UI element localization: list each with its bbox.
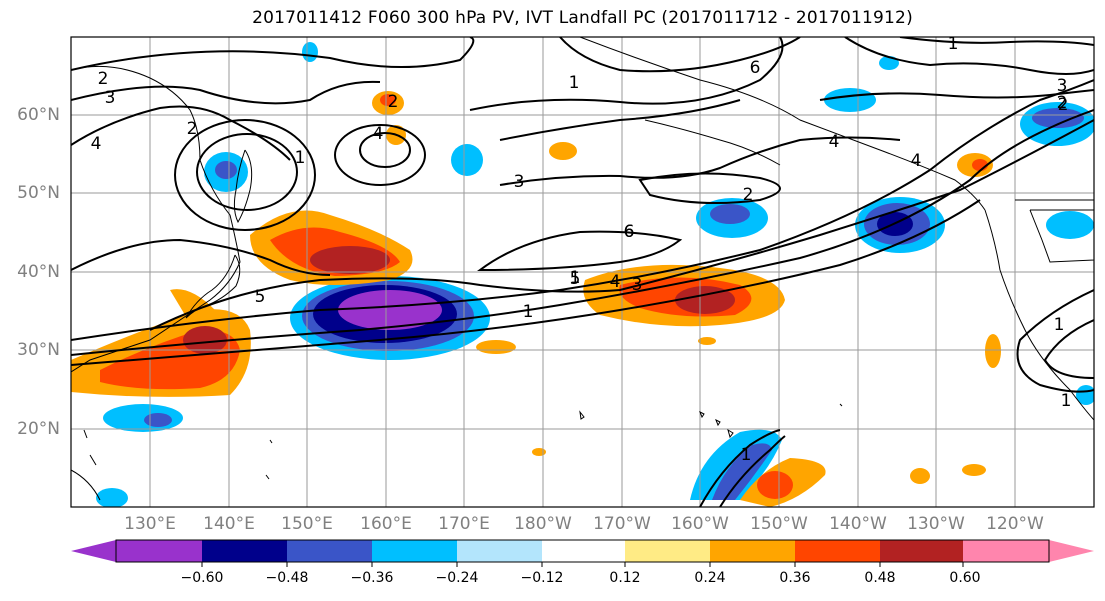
lon-label: 160°W: [671, 514, 729, 534]
colorbar-segment: [116, 540, 202, 562]
contour-label: 5: [255, 287, 266, 307]
colorbar-tick-label: −0.48: [265, 570, 309, 586]
colorbar-tick-label: −0.12: [520, 570, 564, 586]
lat-label: 30°N: [17, 340, 60, 360]
colorbar-tick-label: −0.36: [350, 570, 394, 586]
lon-label: 120°W: [986, 514, 1044, 534]
neg-anomaly-core: [338, 290, 442, 330]
graticule: [71, 37, 1094, 507]
ivt-contours: [71, 37, 1094, 507]
contour-label: 6: [624, 222, 635, 242]
lat-label: 50°N: [17, 183, 60, 203]
lon-label: 170°E: [438, 514, 490, 534]
lon-label: 180°W: [514, 514, 572, 534]
contour-label: 3: [1057, 76, 1068, 96]
colorbar-segment: [710, 540, 795, 562]
colorbar-segment: [287, 540, 372, 562]
contour-label: 2: [1057, 93, 1068, 113]
contour-label: 2: [388, 92, 399, 112]
colorbar: [71, 539, 1094, 567]
colorbar-tick-label: 0.12: [609, 570, 641, 586]
lon-label: 150°E: [281, 514, 333, 534]
colorbar-tick-label: 0.36: [779, 570, 811, 586]
colorbar-tick-label: 0.48: [864, 570, 896, 586]
contour-label: 1: [1054, 315, 1065, 335]
contour-label: 2: [1058, 95, 1069, 115]
colorbar-segment: [795, 540, 880, 562]
map-frame: [70, 36, 1095, 508]
colorbar-segment: [202, 540, 287, 562]
colorbar-tick-label: −0.60: [180, 570, 224, 586]
lon-label: 140°W: [829, 514, 887, 534]
colorbar-left-arrow: [71, 540, 116, 562]
contour-label: 1: [948, 34, 959, 54]
contour-label: 2: [98, 69, 109, 89]
lat-label: 40°N: [17, 262, 60, 282]
contour-label: 3: [632, 275, 643, 295]
lon-label: 130°W: [907, 514, 965, 534]
lon-label: 170°W: [593, 514, 651, 534]
lat-label: 20°N: [17, 419, 60, 439]
contour-label: 2: [743, 185, 754, 205]
contour-label: 6: [624, 222, 635, 242]
contour-label: 4: [829, 132, 840, 152]
lon-label: 140°E: [203, 514, 255, 534]
contour-label: 5: [570, 269, 581, 289]
contour-label: 1: [523, 302, 534, 322]
contour-label: 1: [1061, 391, 1072, 411]
contour-label: 3: [514, 172, 525, 192]
colorbar-segment: [542, 540, 625, 562]
contour-label: 4: [373, 124, 384, 144]
lon-label: 150°W: [750, 514, 808, 534]
lon-label: 160°E: [360, 514, 412, 534]
contour-labels: 2 3 4 2 1 4 2 1 6 1 3 2 4 6 2 3 2 4 1 5 …: [91, 34, 1072, 465]
colorbar-segment: [963, 540, 1049, 562]
contour-label: 1: [569, 73, 580, 93]
colorbar-segment: [880, 540, 963, 562]
page-title: 2017011412 F060 300 hPa PV, IVT Landfall…: [252, 8, 913, 28]
lat-label: 60°N: [17, 105, 60, 125]
colorbar-tick-label: −0.24: [435, 570, 479, 586]
lon-label: 130°E: [124, 514, 176, 534]
colorbar-segment: [457, 540, 542, 562]
colorbar-segment: [625, 540, 710, 562]
contour-label: 1: [295, 148, 306, 168]
colorbar-segment: [372, 540, 457, 562]
contour-label: 4: [91, 134, 102, 154]
contour-label: 4: [911, 151, 922, 171]
contour-label: 1: [570, 268, 581, 288]
colorbar-right-arrow: [1049, 540, 1094, 562]
contour-label: 3: [105, 88, 116, 108]
contour-label: 2: [187, 119, 198, 139]
anomaly-fills: [71, 42, 1094, 507]
contour-label: 4: [610, 272, 621, 292]
colorbar-tick-label: 0.24: [694, 570, 726, 586]
colorbar-tick-label: 0.60: [949, 570, 981, 586]
coastlines: [71, 37, 1094, 501]
contour-label: 6: [750, 58, 761, 78]
contour-label: 1: [741, 445, 752, 465]
